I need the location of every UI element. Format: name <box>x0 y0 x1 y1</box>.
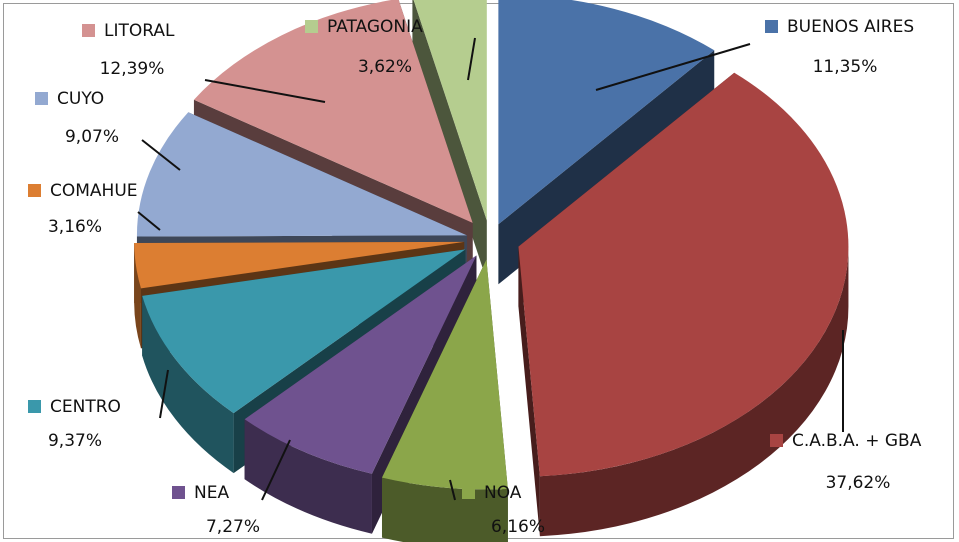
leader-line-buenos-aires <box>595 43 751 91</box>
category-label-noa: NOA <box>484 483 522 503</box>
leader-line-litoral <box>204 79 326 103</box>
category-label-patagonia: PATAGONIA <box>327 17 423 37</box>
category-label-nea: NEA <box>194 483 229 503</box>
slice-litoral <box>193 0 473 223</box>
leader-line-centro <box>159 369 169 419</box>
leader-line-cuyo <box>141 139 181 171</box>
legend-marker-patagonia <box>305 20 318 33</box>
category-label-comahue: COMAHUE <box>50 181 138 201</box>
slice-c-a-b-a-gba <box>518 72 849 477</box>
legend-marker-comahue <box>28 184 41 197</box>
slice-centro <box>142 249 466 414</box>
legend-marker-noa <box>462 486 475 499</box>
value-label-cuyo: 9,07% <box>65 127 119 147</box>
slice-cuyo <box>136 112 467 237</box>
slice-nea <box>244 255 477 474</box>
value-label-patagonia: 3,62% <box>358 57 412 77</box>
leader-line-nea <box>261 439 291 501</box>
category-label-c-a-b-a-gba: C.A.B.A. + GBA <box>792 431 922 451</box>
leader-line-comahue <box>137 211 161 231</box>
slice-buenos-aires <box>498 0 715 225</box>
legend-marker-nea <box>172 486 185 499</box>
slice-patagonia <box>413 0 487 221</box>
leader-line-noa <box>449 479 456 501</box>
value-label-comahue: 3,16% <box>48 217 102 237</box>
slice-labels: BUENOS AIRES 11,35% C.A.B.A. + GBA 37,62% NO… <box>28 17 922 537</box>
legend-marker-c-a-b-a-gba <box>770 434 783 447</box>
value-label-c-a-b-a-gba: 37,62% <box>826 473 891 493</box>
category-label-centro: CENTRO <box>50 397 121 417</box>
leader-line-patagonia <box>467 37 476 81</box>
legend-marker-litoral <box>82 24 95 37</box>
legend-marker-cuyo <box>35 92 48 105</box>
value-label-litoral: 12,39% <box>100 59 165 79</box>
value-label-nea: 7,27% <box>206 517 260 537</box>
slice-noa <box>381 259 508 490</box>
value-label-buenos-aires: 11,35% <box>813 57 878 77</box>
value-label-centro: 9,37% <box>48 431 102 451</box>
category-label-litoral: LITORAL <box>104 21 175 41</box>
legend-marker-buenos-aires <box>765 20 778 33</box>
category-label-buenos-aires: BUENOS AIRES <box>787 17 914 37</box>
value-label-noa: 6,16% <box>491 517 545 537</box>
slice-comahue <box>134 241 465 289</box>
leader-lines <box>137 37 844 501</box>
category-label-cuyo: CUYO <box>57 89 104 109</box>
legend-marker-centro <box>28 400 41 413</box>
slice-tops <box>134 0 849 490</box>
